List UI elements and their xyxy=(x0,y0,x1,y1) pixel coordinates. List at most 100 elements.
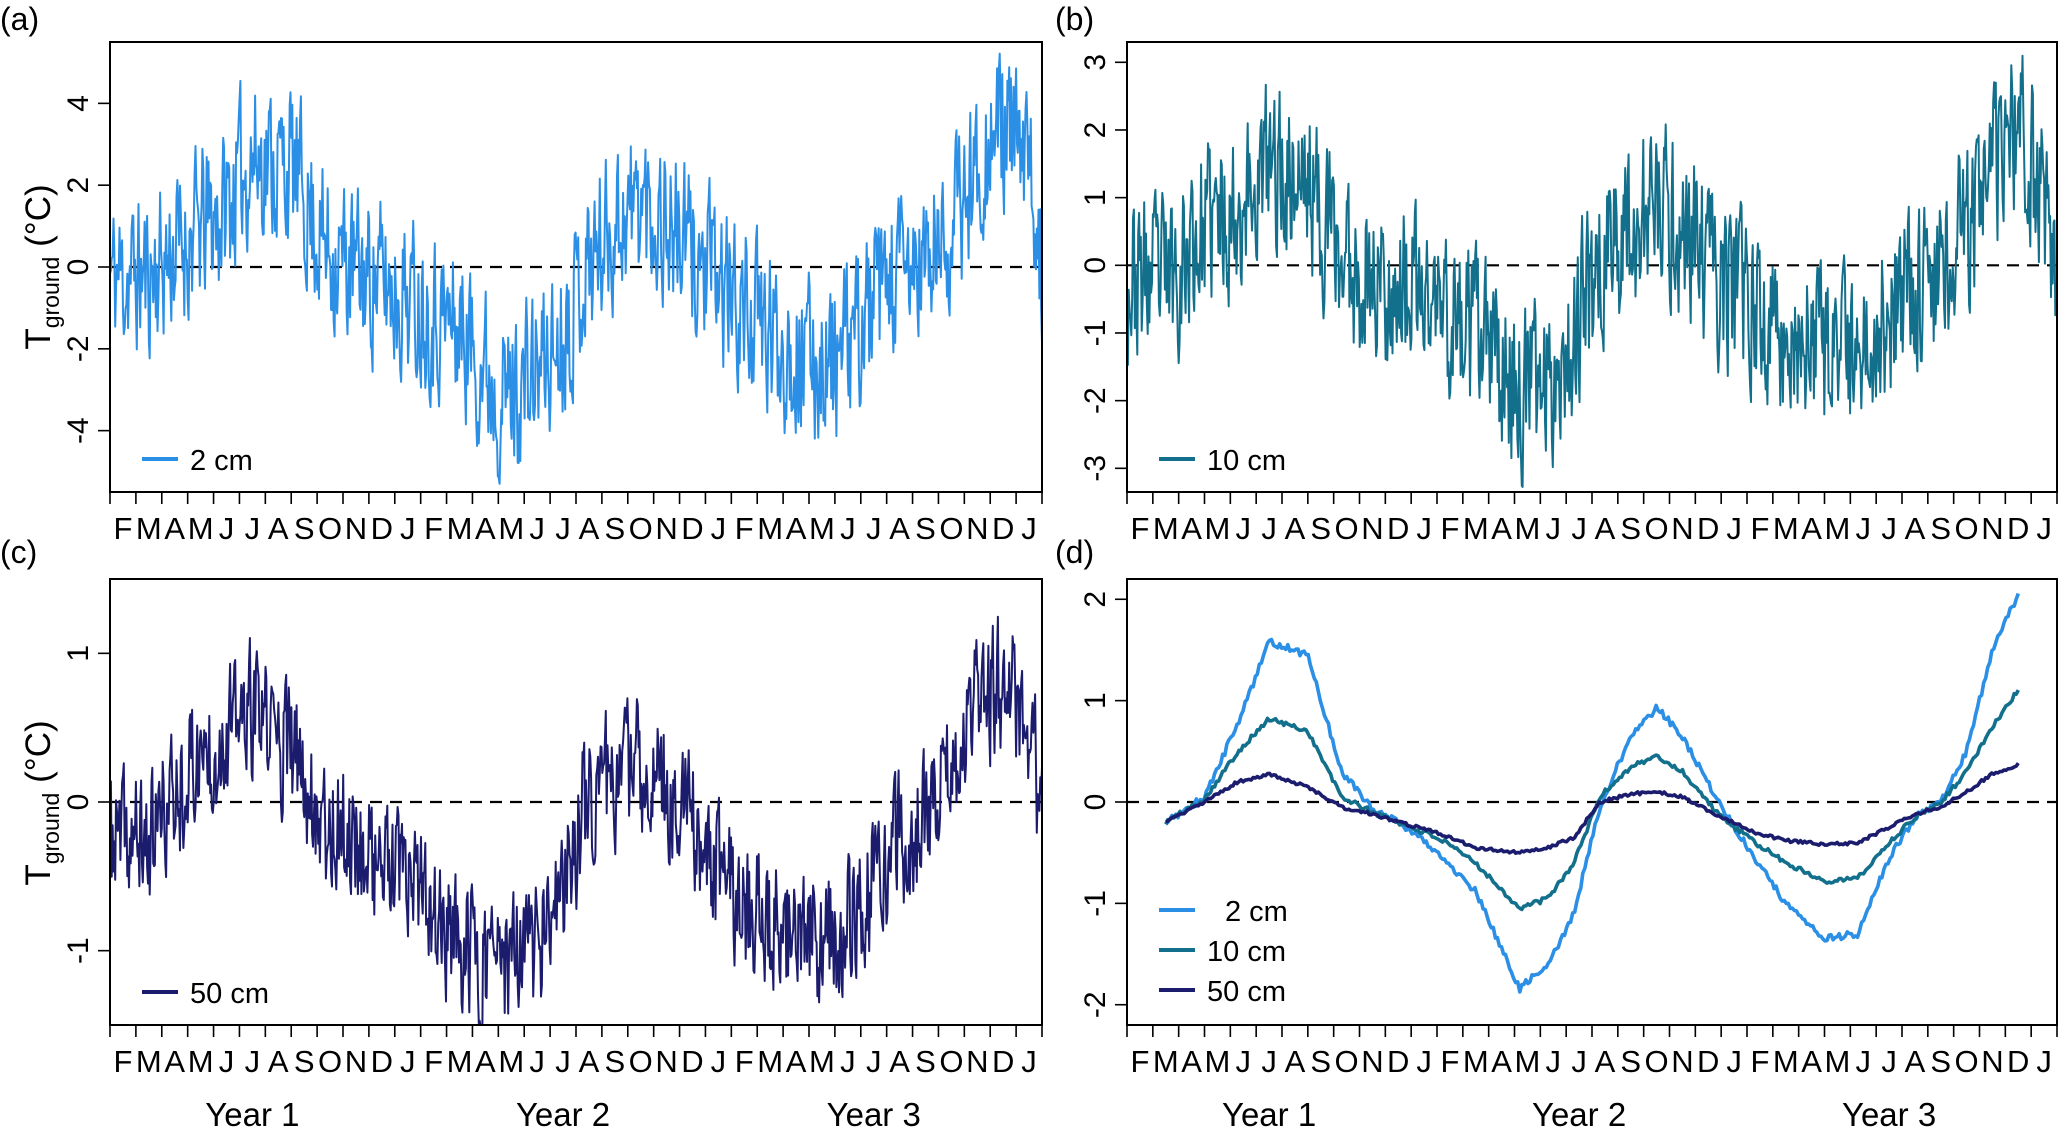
x-month-label: M xyxy=(447,511,473,546)
legend-label: 2 cm xyxy=(190,445,253,477)
x-month-label: F xyxy=(113,511,132,546)
x-month-label: M xyxy=(498,511,524,546)
y-tick-label: 0 xyxy=(1079,794,1112,811)
x-month-label: J xyxy=(1416,511,1432,546)
x-month-label: D xyxy=(371,1044,393,1079)
x-month-label: N xyxy=(966,1044,988,1079)
y-tick-label: 1 xyxy=(1079,189,1112,206)
x-month-label: J xyxy=(1261,1044,1277,1079)
series-line-2cm xyxy=(110,52,1042,485)
x-month-label: J xyxy=(1261,511,1277,546)
year-label: Year 1 xyxy=(1222,1096,1316,1133)
x-month-label: M xyxy=(757,511,783,546)
legend-label: 2 cm xyxy=(1225,896,1288,928)
year-label: Year 1 xyxy=(205,1096,299,1133)
x-month-label: A xyxy=(1801,511,1822,546)
x-month-label: O xyxy=(629,1044,653,1079)
x-month-label: S xyxy=(294,511,315,546)
x-month-label: S xyxy=(1310,1044,1331,1079)
x-month-label: D xyxy=(1387,511,1409,546)
panel-label: (a) xyxy=(0,1,39,37)
x-month-label: D xyxy=(1697,1044,1719,1079)
x-month-label: O xyxy=(629,511,653,546)
x-month-label: A xyxy=(786,1044,807,1079)
x-month-label: A xyxy=(1801,1044,1822,1079)
x-month-label: J xyxy=(219,511,235,546)
y-tick-label: -2 xyxy=(62,335,95,362)
x-month-label: O xyxy=(318,1044,342,1079)
x-month-label: M xyxy=(188,511,214,546)
x-month-label: A xyxy=(889,511,910,546)
x-month-label: A xyxy=(1595,1044,1616,1079)
x-month-label: S xyxy=(1930,1044,1951,1079)
x-month-label: M xyxy=(1825,1044,1851,1079)
x-month-label: A xyxy=(1181,511,1202,546)
x-month-label: M xyxy=(136,511,162,546)
x-month-label: J xyxy=(555,511,571,546)
x-month-label: D xyxy=(992,1044,1014,1079)
x-month-label: J xyxy=(1236,1044,1252,1079)
x-month-label: N xyxy=(345,1044,367,1079)
x-month-label: D xyxy=(2007,511,2029,546)
x-month-label: N xyxy=(1981,511,2003,546)
y-axis-title: Tground (°C) xyxy=(19,184,64,349)
x-month-label: M xyxy=(188,1044,214,1079)
x-month-label: J xyxy=(840,511,856,546)
plot-frame xyxy=(1126,41,2058,493)
x-month-label: J xyxy=(866,511,882,546)
y-tick-label: -2 xyxy=(1079,387,1112,414)
x-month-label: A xyxy=(1285,511,1306,546)
x-month-label: J xyxy=(2036,511,2052,546)
x-month-label: N xyxy=(1361,511,1383,546)
year-label: Year 2 xyxy=(516,1096,610,1133)
x-month-label: J xyxy=(1021,1044,1037,1079)
x-month-label: J xyxy=(1021,511,1037,546)
x-month-label: M xyxy=(136,1044,162,1079)
x-month-label: F xyxy=(1130,1044,1149,1079)
x-month-label: N xyxy=(966,511,988,546)
x-month-label: M xyxy=(447,1044,473,1079)
x-month-label: M xyxy=(498,1044,524,1079)
x-month-label: N xyxy=(1981,1044,2003,1079)
x-month-label: S xyxy=(1930,511,1951,546)
x-month-label: J xyxy=(400,1044,416,1079)
x-month-label: O xyxy=(1645,1044,1669,1079)
x-month-label: D xyxy=(371,511,393,546)
plot-frame xyxy=(109,41,1043,493)
x-month-label: O xyxy=(939,511,963,546)
x-month-label: F xyxy=(735,511,754,546)
x-month-label: J xyxy=(1571,1044,1587,1079)
y-tick-label: 2 xyxy=(62,177,95,194)
x-month-label: J xyxy=(1726,511,1742,546)
x-month-label: O xyxy=(1335,1044,1359,1079)
series-line-2cm xyxy=(1164,592,2020,994)
y-tick-label: 0 xyxy=(1079,257,1112,274)
x-month-label: J xyxy=(1546,511,1562,546)
x-month-label: A xyxy=(1905,511,1926,546)
x-month-label: O xyxy=(1955,511,1979,546)
x-month-label: D xyxy=(2007,1044,2029,1079)
x-month-label: D xyxy=(681,1044,703,1079)
x-month-label: S xyxy=(604,1044,625,1079)
x-month-label: O xyxy=(318,511,342,546)
x-month-label: A xyxy=(579,511,600,546)
series-line-10cm xyxy=(1127,54,2057,488)
x-month-label: M xyxy=(1773,1044,1799,1079)
x-month-label: J xyxy=(1571,511,1587,546)
x-month-label: A xyxy=(268,1044,289,1079)
x-month-label: F xyxy=(424,511,443,546)
x-month-label: F xyxy=(1440,1044,1459,1079)
x-month-label: F xyxy=(424,1044,443,1079)
x-month-label: O xyxy=(1955,1044,1979,1079)
y-tick-label: -3 xyxy=(1079,455,1112,482)
x-month-label: S xyxy=(915,511,936,546)
series-line-50cm xyxy=(110,615,1042,1025)
panel-label: (c) xyxy=(0,534,37,570)
x-month-label: N xyxy=(655,511,677,546)
x-month-label: J xyxy=(2036,1044,2052,1079)
x-month-label: A xyxy=(579,1044,600,1079)
